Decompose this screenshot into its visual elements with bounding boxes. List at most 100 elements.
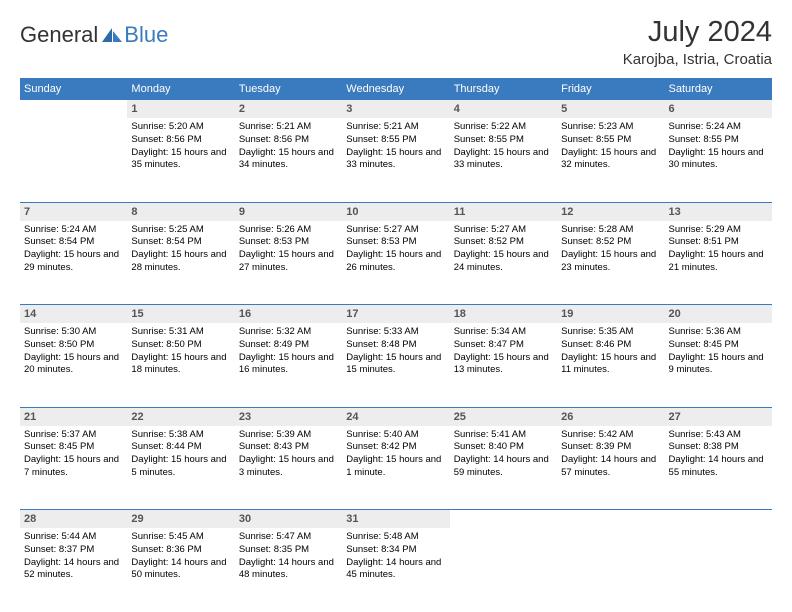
sunset-line: Sunset: 8:55 PM — [454, 134, 553, 147]
sunset-line: Sunset: 8:37 PM — [24, 544, 123, 557]
daylight-line: Daylight: 15 hours and 1 minute. — [346, 454, 445, 480]
week-row: Sunrise: 5:30 AMSunset: 8:50 PMDaylight:… — [20, 323, 772, 407]
sunrise-line: Sunrise: 5:48 AM — [346, 531, 445, 544]
weekday-header: Wednesday — [342, 78, 449, 100]
sunset-line: Sunset: 8:45 PM — [24, 441, 123, 454]
day-number: 12 — [557, 203, 664, 221]
week-row: Sunrise: 5:24 AMSunset: 8:54 PMDaylight:… — [20, 221, 772, 305]
sunrise-line: Sunrise: 5:24 AM — [24, 224, 123, 237]
daylight-line: Daylight: 14 hours and 57 minutes. — [561, 454, 660, 480]
day-cell: Sunrise: 5:20 AMSunset: 8:56 PMDaylight:… — [127, 118, 234, 175]
day-number: 16 — [235, 305, 342, 323]
daylight-line: Daylight: 14 hours and 55 minutes. — [669, 454, 768, 480]
sunset-line: Sunset: 8:44 PM — [131, 441, 230, 454]
day-cell: Sunrise: 5:39 AMSunset: 8:43 PMDaylight:… — [235, 426, 342, 483]
day-number: 27 — [665, 408, 772, 426]
sunset-line: Sunset: 8:55 PM — [346, 134, 445, 147]
day-number: 18 — [450, 305, 557, 323]
day-number: 11 — [450, 203, 557, 221]
sunset-line: Sunset: 8:52 PM — [454, 236, 553, 249]
week-row: Sunrise: 5:20 AM Sunset: 8:56 PM Daylight:… — [20, 118, 772, 202]
sunrise-line: Sunrise: 5:26 AM — [239, 224, 338, 237]
title-block: July 2024 Karojba, Istria, Croatia — [623, 16, 772, 68]
sunset-line: Sunset: 8:38 PM — [669, 441, 768, 454]
sunrise-line: Sunrise: 5:38 AM — [131, 429, 230, 442]
day-number: 8 — [127, 203, 234, 221]
day-cell: Sunrise: 5:27 AMSunset: 8:53 PMDaylight:… — [342, 221, 449, 278]
day-number: 10 — [342, 203, 449, 221]
day-number — [557, 510, 664, 528]
daylight-line: Daylight: 15 hours and 29 minutes. — [24, 249, 123, 275]
daylight-line: Daylight: 15 hours and 3 minutes. — [239, 454, 338, 480]
day-cell: Sunrise: 5:21 AMSunset: 8:55 PMDaylight:… — [342, 118, 449, 175]
daylight-line: Daylight: 15 hours and 11 minutes. — [561, 352, 660, 378]
sunset-line: Sunset: 8:36 PM — [131, 544, 230, 557]
day-number: 7 — [20, 203, 127, 221]
daylight-line: Daylight: 15 hours and 33 minutes. — [454, 147, 553, 173]
sunset-line: Sunset: 8:50 PM — [24, 339, 123, 352]
sunset-line: Sunset: 8:55 PM — [561, 134, 660, 147]
day-cell: Sunrise: 5:36 AMSunset: 8:45 PMDaylight:… — [665, 323, 772, 380]
day-cell: Sunrise: 5:45 AMSunset: 8:36 PMDaylight:… — [127, 528, 234, 585]
day-cell: Sunrise: 5:41 AMSunset: 8:40 PMDaylight:… — [450, 426, 557, 483]
sunset-line: Sunset: 8:46 PM — [561, 339, 660, 352]
day-cell: Sunrise: 5:22 AMSunset: 8:55 PMDaylight:… — [450, 118, 557, 175]
weekday-header: Sunday — [20, 78, 127, 100]
day-cell: Sunrise: 5:43 AMSunset: 8:38 PMDaylight:… — [665, 426, 772, 483]
week-row: Sunrise: 5:44 AMSunset: 8:37 PM Daylight:… — [20, 528, 772, 612]
day-cell: Sunrise: 5:42 AMSunset: 8:39 PMDaylight:… — [557, 426, 664, 483]
day-number: 1 — [127, 100, 234, 118]
month-title: July 2024 — [623, 16, 772, 49]
day-number: 25 — [450, 408, 557, 426]
sunset-line: Sunset: 8:43 PM — [239, 441, 338, 454]
day-number — [20, 100, 127, 118]
sunrise-line: Sunrise: 5:35 AM — [561, 326, 660, 339]
sunset-line: Sunset: 8:53 PM — [239, 236, 338, 249]
day-cell: Sunrise: 5:48 AMSunset: 8:34 PMDaylight:… — [342, 528, 449, 585]
day-cell: Sunrise: 5:23 AMSunset: 8:55 PMDaylight:… — [557, 118, 664, 175]
day-cell: Sunrise: 5:25 AMSunset: 8:54 PMDaylight:… — [127, 221, 234, 278]
sunset-line: Sunset: 8:51 PM — [669, 236, 768, 249]
weekday-header: Tuesday — [235, 78, 342, 100]
day-cell: Sunrise: 5:26 AMSunset: 8:53 PMDaylight:… — [235, 221, 342, 278]
weekday-header: Monday — [127, 78, 234, 100]
daylight-line: Daylight: 15 hours and 32 minutes. — [561, 147, 660, 173]
sunrise-line: Sunrise: 5:24 AM — [669, 121, 768, 134]
sunrise-line: Sunrise: 5:43 AM — [669, 429, 768, 442]
daylight-line: Daylight: 15 hours and 15 minutes. — [346, 352, 445, 378]
sunrise-line: Sunrise: 5:44 AM — [24, 531, 123, 544]
sunrise-line: Sunrise: 5:21 AM — [346, 121, 445, 134]
daylight-line: Daylight: 14 hours and 45 minutes. — [346, 557, 445, 583]
sunrise-line: Sunrise: 5:20 AM — [131, 121, 230, 134]
weekday-header: Friday — [557, 78, 664, 100]
daynum-row: 123456 — [20, 100, 772, 118]
sunset-line: Sunset: 8:56 PM — [239, 134, 338, 147]
daylight-line: Daylight: 15 hours and 16 minutes. — [239, 352, 338, 378]
sunrise-line: Sunrise: 5:25 AM — [131, 224, 230, 237]
brand-sail-icon — [102, 28, 122, 42]
daylight-line: Daylight: 15 hours and 28 minutes. — [131, 249, 230, 275]
sunset-line: Sunset: 8:48 PM — [346, 339, 445, 352]
sunrise-line: Sunrise: 5:28 AM — [561, 224, 660, 237]
sunset-line: Sunset: 8:52 PM — [561, 236, 660, 249]
daylight-line: Daylight: 15 hours and 33 minutes. — [346, 147, 445, 173]
day-cell: Sunrise: 5:24 AMSunset: 8:55 PMDaylight:… — [665, 118, 772, 175]
daylight-line: Daylight: 15 hours and 30 minutes. — [669, 147, 768, 173]
sunset-line: Sunset: 8:50 PM — [131, 339, 230, 352]
calendar-table: SundayMondayTuesdayWednesdayThursdayFrid… — [20, 78, 772, 612]
day-number: 24 — [342, 408, 449, 426]
weekday-header: Saturday — [665, 78, 772, 100]
day-cell: Sunrise: 5:30 AMSunset: 8:50 PMDaylight:… — [20, 323, 127, 380]
day-cell: Sunrise: 5:35 AMSunset: 8:46 PMDaylight:… — [557, 323, 664, 380]
sunrise-line: Sunrise: 5:31 AM — [131, 326, 230, 339]
day-cell: Sunrise: 5:32 AMSunset: 8:49 PMDaylight:… — [235, 323, 342, 380]
daylight-line: Daylight: 15 hours and 9 minutes. — [669, 352, 768, 378]
sunset-line: Sunset: 8:40 PM — [454, 441, 553, 454]
sunrise-line: Sunrise: 5:22 AM — [454, 121, 553, 134]
sunset-line: Sunset: 8:35 PM — [239, 544, 338, 557]
daylight-line: Daylight: 15 hours and 5 minutes. — [131, 454, 230, 480]
sunset-line: Sunset: 8:54 PM — [131, 236, 230, 249]
day-number: 2 — [235, 100, 342, 118]
day-number: 6 — [665, 100, 772, 118]
sunset-line: Sunset: 8:55 PM — [669, 134, 768, 147]
